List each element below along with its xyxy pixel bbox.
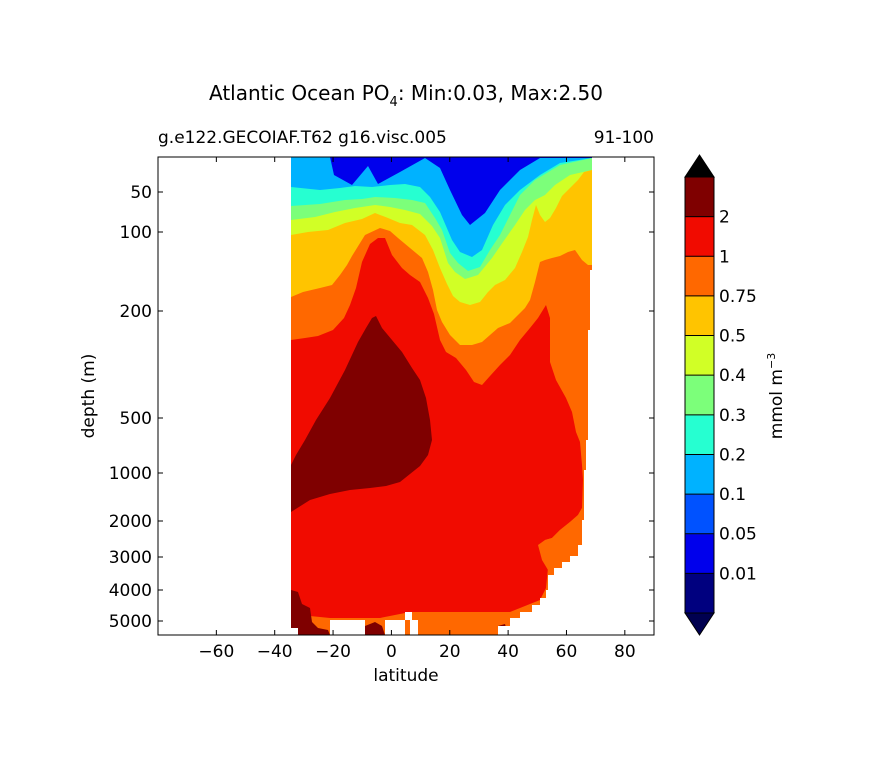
chart-subtitle-right: 91-100 xyxy=(594,128,654,148)
x-tick-label: 80 xyxy=(614,642,636,662)
colorbar-tick-label: 0.01 xyxy=(719,564,757,584)
topography-mask-gap xyxy=(405,612,412,620)
y-tick-label: 50 xyxy=(130,183,152,203)
y-tick-label: 4000 xyxy=(109,581,152,601)
y-tick-label: 200 xyxy=(120,302,152,322)
x-tick-label: 40 xyxy=(497,642,519,662)
colorbar-label-exponent: −3 xyxy=(765,353,778,369)
y-tick-label: 100 xyxy=(120,223,152,243)
colorbar-swatch xyxy=(685,295,714,337)
colorbar-tick-label: 0.2 xyxy=(719,445,746,465)
topography-mask-bottom-3 xyxy=(385,620,405,635)
colorbar-swatch xyxy=(685,216,714,257)
contour-field xyxy=(291,157,654,635)
chart-title-subscript: 4 xyxy=(390,95,398,110)
y-tick-label: 500 xyxy=(120,409,152,429)
band-above-2-bottom xyxy=(291,590,330,635)
x-axis: −60 −40 −20 0 20 40 60 80 xyxy=(198,157,636,662)
colorbar-swatch xyxy=(685,177,714,218)
x-tick-label: −40 xyxy=(257,642,293,662)
colorbar-tick-label: 0.5 xyxy=(719,327,746,347)
topography-mask-right xyxy=(410,157,654,635)
colorbar-tick-label: 0.05 xyxy=(719,525,757,545)
y-tick-label: 3000 xyxy=(109,548,152,568)
x-tick-label: −20 xyxy=(315,642,351,662)
x-tick-label: −60 xyxy=(198,642,234,662)
colorbar-swatch xyxy=(685,335,714,376)
chart-title: Atlantic Ocean PO4: Min:0.03, Max:2.50 xyxy=(209,81,603,110)
x-axis-label: latitude xyxy=(373,666,438,686)
topography-mask-bottom-1 xyxy=(291,628,298,635)
y-tick-label: 5000 xyxy=(109,612,152,632)
y-axis-label: depth (m) xyxy=(79,354,99,439)
y-axis: 50 100 200 500 1000 2000 3000 4000 5000 xyxy=(109,183,654,632)
colorbar-swatch xyxy=(685,454,714,495)
plot-frame xyxy=(157,156,655,636)
colorbar: 0.01 0.05 0.1 0.2 0.3 0.4 0.5 0.75 1 2 xyxy=(684,154,757,636)
band-above-2 xyxy=(291,316,432,512)
x-tick-label: 20 xyxy=(439,642,461,662)
y-tick-label: 1000 xyxy=(109,464,152,484)
colorbar-swatch xyxy=(685,375,714,416)
colorbar-swatch xyxy=(685,414,714,455)
colorbar-swatch xyxy=(685,533,714,574)
colorbar-extend-high xyxy=(684,154,715,178)
colorbar-swatch xyxy=(685,494,714,535)
colorbar-label: mmol m−3 xyxy=(765,353,787,439)
colorbar-tick-label: 1 xyxy=(719,247,730,267)
band-above-2-bottom-2 xyxy=(365,622,385,635)
x-tick-label: 0 xyxy=(386,642,397,662)
chart-subtitle-left: g.e122.GECOIAF.T62 g16.visc.005 xyxy=(158,128,447,148)
topography-mask-bottom-2 xyxy=(330,620,365,635)
colorbar-tick-label: 0.1 xyxy=(719,485,746,505)
colorbar-frame xyxy=(684,176,715,614)
colorbar-extend-low xyxy=(684,612,715,636)
band-0.75-1-deep xyxy=(538,508,582,570)
colorbar-tick-label: 0.75 xyxy=(719,287,757,307)
colorbar-tick-label: 0.4 xyxy=(719,366,746,386)
y-tick-label: 2000 xyxy=(109,512,152,532)
colorbar-swatch xyxy=(685,256,714,297)
x-tick-label: 60 xyxy=(556,642,578,662)
colorbar-tick-label: 2 xyxy=(719,208,730,228)
colorbar-swatch xyxy=(685,573,714,614)
colorbar-tick-label: 0.3 xyxy=(719,406,746,426)
